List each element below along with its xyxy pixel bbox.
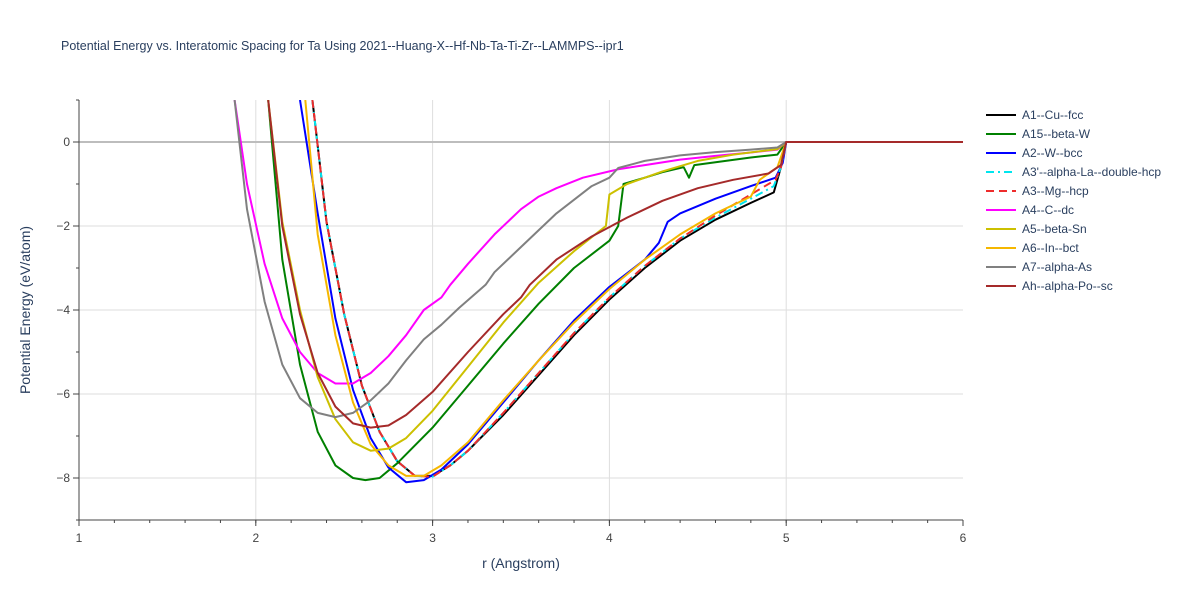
series-line-A7--alpha-As xyxy=(233,100,963,419)
series-line-A3'--alpha-La--double-hcp xyxy=(311,100,963,478)
series-line-A5--beta-Sn xyxy=(267,100,963,452)
y-tick-label: −2 xyxy=(56,219,70,233)
series-line-A6--In--bct xyxy=(304,100,963,477)
legend-label: A7--alpha-As xyxy=(1022,260,1092,274)
plot-area xyxy=(233,100,963,484)
legend-label: A2--W--bcc xyxy=(1022,146,1082,160)
series-line-A2--W--bcc xyxy=(299,100,963,484)
legend-label: A5--beta-Sn xyxy=(1022,222,1087,236)
x-tick-label: 5 xyxy=(783,531,790,545)
series-line-Ah--alpha-Po--sc xyxy=(267,100,963,429)
legend-label: Ah--alpha-Po--sc xyxy=(1022,279,1113,293)
series-line-A4--C--dc xyxy=(233,100,963,385)
x-tick-label: 2 xyxy=(252,531,259,545)
y-tick-label: 0 xyxy=(63,135,70,149)
legend-label: A3--Mg--hcp xyxy=(1022,184,1089,198)
y-tick-label: −8 xyxy=(56,471,70,485)
axes: 1 2 3 4 5 6 −8 −6 −4 −2 0 xyxy=(56,99,967,545)
x-tick-label: 1 xyxy=(76,531,83,545)
series-line-A15--beta-W xyxy=(267,100,963,482)
series-line-A3--Mg--hcp xyxy=(311,100,963,478)
y-axis-title: Potential Energy (eV/atom) xyxy=(17,226,33,394)
x-tick-label: 6 xyxy=(960,531,967,545)
x-axis-title: r (Angstrom) xyxy=(482,555,560,571)
legend-label: A1--Cu--fcc xyxy=(1022,108,1083,122)
y-tick-label: −4 xyxy=(56,303,70,317)
legend: A1--Cu--fcc A15--beta-W A2--W--bcc A3'--alp… xyxy=(986,108,1161,293)
legend-label: A15--beta-W xyxy=(1022,127,1091,141)
legend-label: A4--C--dc xyxy=(1022,203,1074,217)
x-tick-label: 4 xyxy=(606,531,613,545)
series-line-A1--Cu--fcc xyxy=(311,100,963,477)
x-tick-label: 3 xyxy=(429,531,436,545)
chart-title: Potential Energy vs. Interatomic Spacing… xyxy=(61,39,624,53)
legend-label: A6--In--bct xyxy=(1022,241,1079,255)
grid xyxy=(79,100,963,520)
y-tick-label: −6 xyxy=(56,387,70,401)
legend-label: A3'--alpha-La--double-hcp xyxy=(1022,165,1161,179)
